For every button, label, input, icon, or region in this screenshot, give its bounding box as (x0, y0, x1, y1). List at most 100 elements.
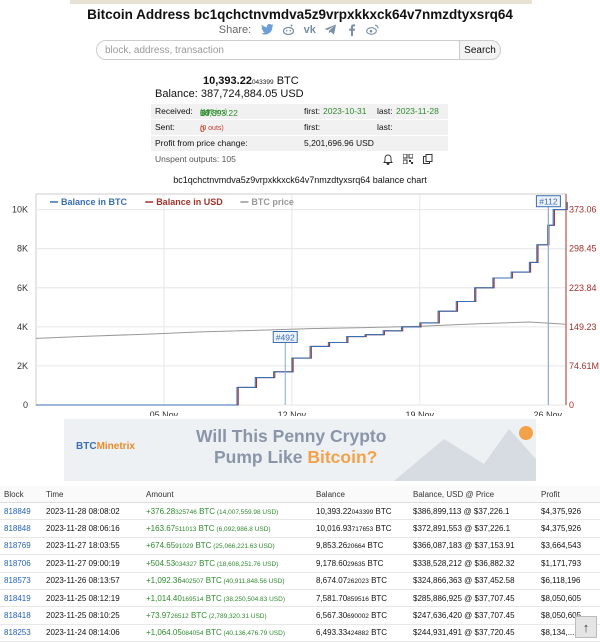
btc-price-line (35, 321, 567, 339)
bell-icon[interactable] (383, 154, 393, 168)
search-input[interactable] (105, 43, 455, 57)
block-link[interactable]: 818769 (0, 537, 42, 556)
tx-time: 2023-11-28 08:06:16 (42, 519, 142, 538)
tx-balance: 6,493.33424882 BTC (312, 624, 409, 642)
search-box: Search (96, 40, 501, 60)
y-right-tick-label: 223.84 (569, 283, 597, 293)
y-right-tick-label: 149.23 (569, 322, 597, 332)
y-left-tick-label: 2K (17, 361, 28, 371)
balance-chart-svg: 0 2K 4K 6K 8K 10K 0 74.61M 149.23 223.84 298.45 373… (12, 193, 599, 420)
tx-amount: +1,064.05084054 BTC (40,136,476.79 USD) (142, 624, 312, 642)
tx-profit: $4,375,926 (537, 502, 600, 521)
weibo-icon[interactable] (364, 22, 381, 37)
block-link[interactable]: 818253 (0, 624, 42, 642)
table-row: 818573 2023-11-26 08:13:57 +1,092.36402507… (0, 572, 600, 590)
legend-label: BTC price (251, 197, 294, 207)
received-value: 10,393.22 04 BTC (105 ins) (200, 108, 238, 118)
balance-usd-line: Balance: 387,724,884.05 USD (155, 88, 304, 100)
balance-btc-line (36, 202, 567, 406)
tx-amount: +1,092.36402507 BTC (40,911,848.56 USD) (142, 572, 312, 590)
tx-balance-usd: $324,866,363 @ $37,452.58 (409, 572, 537, 590)
tx-time: 2023-11-24 08:14:06 (42, 624, 142, 642)
plot-area (35, 193, 567, 406)
tx-amount: +376.28325746 BTC (14,007,559.98 USD) (142, 502, 312, 521)
column-header: Balance (312, 486, 409, 503)
block-link[interactable]: 818849 (0, 502, 42, 521)
balance-chart: 0 2K 4K 6K 8K 10K 0 74.61M 149.23 223.84 298.45 373… (0, 186, 600, 420)
ad-headline-1: Will This Penny Crypto (196, 426, 387, 446)
tx-balance-usd: $285,886,925 @ $37,707.45 (409, 589, 537, 608)
tx-time: 2023-11-27 09:00:19 (42, 554, 142, 573)
table-row: 818769 2023-11-27 18:03:55 +674.6591029 BT… (0, 537, 600, 556)
tx-balance-usd: $366,087,183 @ $37,153.91 (409, 537, 537, 556)
block-link[interactable]: 818848 (0, 519, 42, 538)
annotation-label: #492 (276, 333, 295, 343)
page-title: Bitcoin Address bc1qchctnvmdva5z9vrpxkkx… (87, 7, 513, 22)
transactions-table: Block Time Amount Balance Balance, USD @ Pri… (0, 486, 600, 642)
reddit-icon[interactable] (280, 22, 297, 37)
qr-code-icon[interactable] (402, 153, 414, 166)
ad-headline-2: Pump Like Bitcoin? (214, 447, 378, 467)
block-link[interactable]: 818418 (0, 606, 42, 625)
profit-row: Profit from price change: 5,201,696.96 U… (151, 135, 448, 151)
legend-label: Balance in USD (156, 197, 223, 207)
telegram-icon[interactable] (322, 22, 339, 37)
profit-value: 5,201,696.96 USD (304, 138, 374, 148)
vk-icon[interactable]: vk (303, 23, 316, 36)
unspent-row: Unspent outputs: 105 (151, 151, 448, 167)
x-tick-label: 26 Nov (533, 410, 562, 416)
top-banner-strip (70, 0, 532, 4)
received-last-date: 2023-11-28 (396, 106, 439, 116)
facebook-icon[interactable] (343, 22, 360, 37)
balance-btc: 10,393.22043399 BTC (203, 75, 299, 87)
column-header: Amount (142, 486, 312, 503)
search-button[interactable]: Search (459, 40, 501, 60)
tx-balance: 10,016.93717653 BTC (312, 519, 409, 538)
tx-balance-usd: $338,528,212 @ $36,882.32 (409, 554, 537, 573)
table-row: 818706 2023-11-27 09:00:19 +504.53034327 B… (0, 554, 600, 573)
y-left-tick-label: 8K (17, 244, 28, 254)
ad-brand-logo: BTCMinetrix (76, 441, 135, 452)
x-tick-label: 12 Nov (278, 410, 307, 416)
y-left-tick-label: 10K (12, 205, 28, 215)
table-row: 818253 2023-11-24 08:14:06 +1,064.05084054… (0, 624, 600, 642)
tx-balance-usd: $372,891,553 @ $37,226.1 (409, 519, 537, 538)
y-left-tick-label: 6K (17, 283, 28, 293)
received-row: Received: 10,393.22 04 BTC (105 ins) firs… (151, 103, 448, 119)
column-header: Balance, USD @ Price (409, 486, 537, 503)
y-right-tick-label: 373.06 (569, 205, 597, 215)
ad-banner[interactable]: BTCMinetrix Will This Penny Crypto Pump … (64, 419, 536, 481)
annotation-box (272, 331, 298, 344)
table-row: 818418 2023-11-25 08:10:25 +73.9726512 BTC… (0, 606, 600, 625)
tx-balance: 10,393.22043399 BTC (312, 502, 409, 521)
sent-row: Sent: 0 BTC (0 outs) first: last: (151, 119, 448, 144)
legend-label: Balance in BTC (61, 197, 128, 207)
block-link[interactable]: 818419 (0, 589, 42, 608)
ad-background-art (394, 426, 536, 481)
tx-time: 2023-11-26 08:13:57 (42, 572, 142, 590)
x-tick-label: 19 Nov (406, 410, 435, 416)
share-label: Share: (218, 23, 252, 36)
tx-profit: $3,664,543 (537, 537, 600, 556)
y-left-tick-label: 4K (17, 322, 28, 332)
twitter-icon[interactable] (259, 22, 276, 37)
tx-time: 2023-11-25 08:12:19 (42, 589, 142, 608)
column-header: Time (42, 486, 142, 503)
tx-balance: 6,567.30690002 BTC (312, 606, 409, 625)
copy-icon[interactable] (423, 154, 433, 166)
scroll-to-top-button[interactable]: ↑ (575, 616, 597, 638)
tx-time: 2023-11-27 18:03:55 (42, 537, 142, 556)
y-right-tick-label: 74.61M (569, 361, 599, 371)
tx-balance: 8,674.07262023 BTC (312, 572, 409, 590)
x-tick-label: 05 Nov (150, 410, 179, 416)
tx-balance-usd: $386,899,113 @ $37,226.1 (409, 502, 537, 521)
y-left-tick-label: 0 (23, 400, 28, 410)
annotation-box (535, 195, 561, 208)
y-right-tick-label: 298.45 (569, 244, 597, 254)
block-link[interactable]: 818573 (0, 572, 42, 590)
sent-value: 0 BTC (0 outs) (200, 124, 224, 144)
tx-time: 2023-11-28 08:08:02 (42, 502, 142, 521)
share-bar: Share: vk (0, 22, 600, 37)
table-body: 818849 2023-11-28 08:08:02 +376.28325746 B… (0, 502, 600, 642)
block-link[interactable]: 818706 (0, 554, 42, 573)
